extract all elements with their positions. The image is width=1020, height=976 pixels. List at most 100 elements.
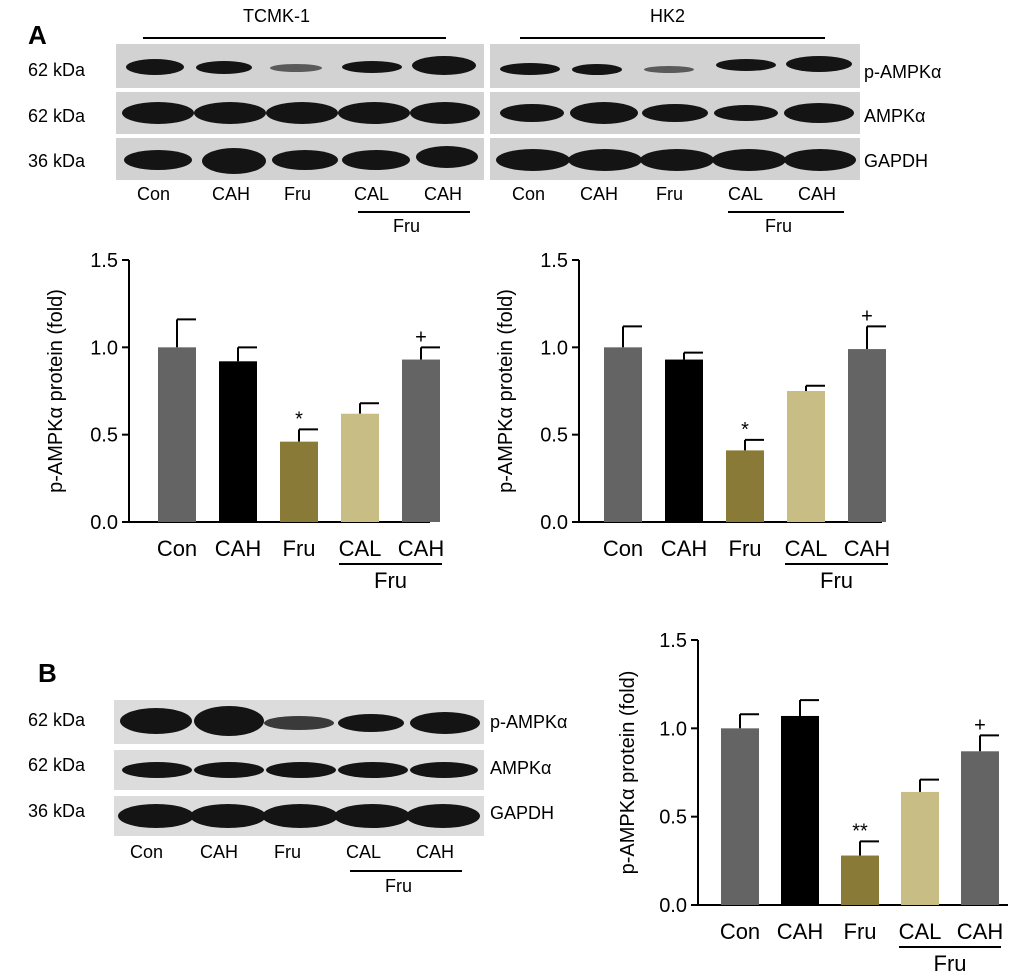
band <box>270 64 322 72</box>
x-tick-label: CAL <box>785 536 828 561</box>
bar <box>848 349 886 522</box>
bar <box>280 441 318 522</box>
band <box>416 146 478 168</box>
x-tick-label: CAH <box>661 536 707 561</box>
band <box>712 149 786 171</box>
y-axis-title: p-AMPKα protein (fold) <box>617 671 639 875</box>
lane-label: CAH <box>424 184 463 204</box>
blot-a-tcmk1-p-ampk <box>116 44 484 88</box>
y-tick-label: 0.0 <box>659 895 687 917</box>
band <box>716 59 776 71</box>
lane-label: CAH <box>580 184 619 204</box>
y-tick-label: 1.5 <box>90 250 118 272</box>
bar <box>604 347 642 522</box>
protein-label-b-1: p-AMPKα <box>490 712 568 732</box>
band <box>572 64 622 75</box>
y-axis-title: p-AMPKα protein (fold) <box>495 289 517 493</box>
size-marker-a-3: 36 kDa <box>28 151 86 171</box>
x-tick-label: CAH <box>398 536 444 561</box>
size-marker-a-1: 62 kDa <box>28 60 86 80</box>
y-tick-label: 0.5 <box>659 807 687 829</box>
bar <box>402 359 440 522</box>
y-tick-label: 0.0 <box>540 512 568 534</box>
lane-label: Fru <box>284 184 311 204</box>
blot-a-tcmk1-ampk <box>116 92 484 134</box>
band <box>642 104 708 122</box>
bar <box>721 728 759 905</box>
cell-line-bracket-hk2 <box>520 37 825 39</box>
cell-line-label-hk2: HK2 <box>650 6 686 26</box>
y-axis-title: p-AMPKα protein (fold) <box>45 289 67 493</box>
band <box>122 102 194 124</box>
x-tick-label: Con <box>603 536 643 561</box>
protein-label-a-3: GAPDH <box>864 151 929 171</box>
blot-b-p-ampk <box>114 700 484 744</box>
band <box>338 102 410 124</box>
band <box>500 63 560 75</box>
band <box>338 714 404 732</box>
bar <box>341 413 379 522</box>
y-tick-label: 0.0 <box>90 512 118 534</box>
x-tick-label: CAH <box>844 536 890 561</box>
group-label: Fru <box>934 951 967 976</box>
lane-label: Fru <box>274 842 301 862</box>
band <box>784 103 854 123</box>
significance-marker: ** <box>852 820 868 842</box>
bar <box>158 347 196 522</box>
protein-label-b-3: GAPDH <box>490 803 555 823</box>
size-marker-a-2: 62 kDa <box>28 106 86 126</box>
band <box>202 148 266 174</box>
lane-label: CAL <box>346 842 382 862</box>
group-label: Fru <box>820 568 853 593</box>
x-tick-label: Fru <box>844 919 877 944</box>
band <box>410 102 480 124</box>
y-tick-label: 0.5 <box>540 425 568 447</box>
band <box>196 61 252 74</box>
group-bracket <box>728 211 844 213</box>
bar-chart-tcmk1: 0.0 0.5 1.0 1.5 p-AMPKα protein (fold) Con CAH… <box>45 250 444 593</box>
bar <box>219 361 257 522</box>
protein-label-a-1: p-AMPKα <box>864 62 942 82</box>
protein-label-a-2: AMPKα <box>864 106 926 126</box>
bar <box>726 450 764 522</box>
x-tick-label: CAH <box>215 536 261 561</box>
lane-label: CAH <box>798 184 837 204</box>
band <box>644 66 694 73</box>
band <box>568 149 642 171</box>
band <box>342 61 402 73</box>
group-label: Fru <box>765 216 792 236</box>
band <box>784 149 856 171</box>
size-marker-b-2: 62 kDa <box>28 755 86 775</box>
lane-label: CAL <box>354 184 390 204</box>
lane-label: Con <box>512 184 546 204</box>
band <box>342 150 410 170</box>
group-label: Fru <box>393 216 420 236</box>
x-tick-label: Con <box>720 919 760 944</box>
band <box>412 56 476 75</box>
band <box>570 102 638 124</box>
blot-a-hk2-ampk <box>490 92 860 134</box>
band <box>500 104 564 122</box>
size-marker-b-3: 36 kDa <box>28 801 86 821</box>
band <box>410 762 478 778</box>
x-tick-label: CAH <box>957 919 1003 944</box>
blot-a-tcmk1-gapdh <box>116 138 484 180</box>
group-label: Fru <box>374 568 407 593</box>
size-marker-b-1: 62 kDa <box>28 710 86 730</box>
band <box>194 102 266 124</box>
y-tick-label: 1.5 <box>659 630 687 652</box>
blot-b-gapdh <box>114 796 484 836</box>
y-tick-label: 1.5 <box>540 250 568 272</box>
significance-marker: * <box>295 408 303 430</box>
x-tick-label: CAH <box>777 919 823 944</box>
blot-a-hk2-gapdh <box>490 138 860 180</box>
bar-chart-panel-b: 0.0 0.5 1.0 1.5 p-AMPKα protein (fold) Con CAH… <box>617 630 1008 976</box>
lane-label: Fru <box>656 184 683 204</box>
band <box>120 708 192 734</box>
lane-label: CAH <box>212 184 251 204</box>
band <box>266 102 338 124</box>
significance-marker: + <box>974 714 986 736</box>
bar <box>961 751 999 905</box>
group-label: Fru <box>385 876 412 896</box>
band <box>496 149 570 171</box>
